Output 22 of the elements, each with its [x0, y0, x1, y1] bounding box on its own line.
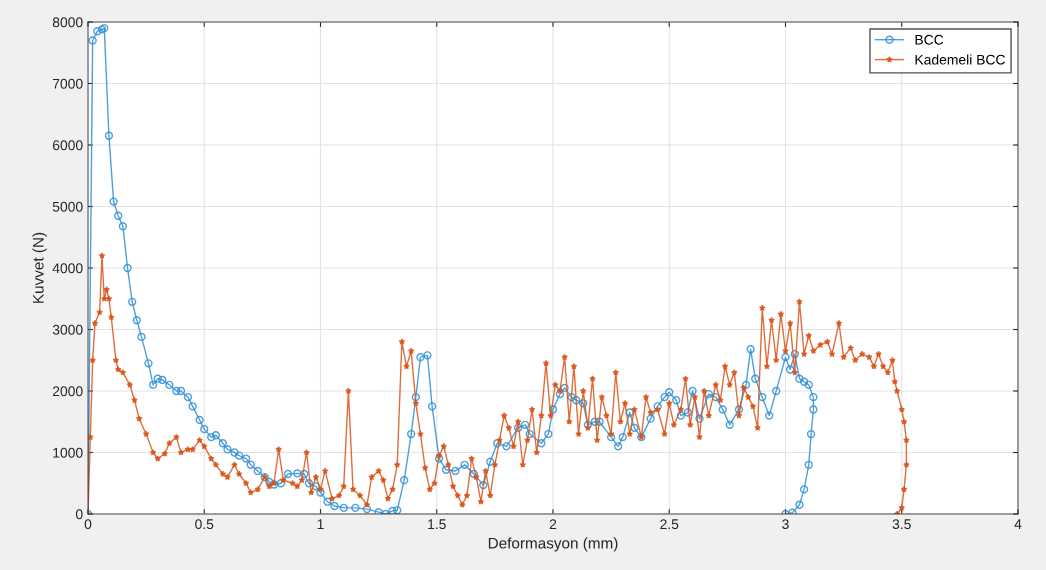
- y-tick-label: 1000: [53, 447, 83, 458]
- y-axis-title: Kuvvet (N): [32, 232, 47, 303]
- y-tick-label: 2000: [52, 386, 83, 397]
- x-axis-title: Deformasyon (mm): [488, 537, 618, 552]
- legend-label: Kademeli BCC: [915, 54, 1005, 65]
- y-tick-label: 0: [75, 509, 83, 520]
- legend-label: BCC: [915, 34, 944, 45]
- x-tick-label: 1.5: [428, 519, 446, 530]
- x-tick-label: 1: [317, 519, 324, 529]
- x-tick-label: 0.5: [195, 519, 214, 530]
- y-tick-label: 7000: [52, 78, 83, 89]
- y-tick-label: 6000: [52, 140, 83, 151]
- x-tick-label: 3: [782, 519, 789, 530]
- y-tick-label: 3000: [52, 324, 83, 335]
- x-tick-label: 3.5: [892, 519, 911, 530]
- x-tick-label: 4: [1014, 519, 1022, 529]
- y-tick-label: 8000: [52, 17, 83, 28]
- y-tick-label: 5000: [52, 201, 83, 212]
- x-tick-label: 2.5: [660, 519, 679, 530]
- x-tick-label: 2: [549, 519, 557, 529]
- y-tick-label: 4000: [52, 263, 83, 274]
- x-tick-label: 0: [84, 519, 92, 530]
